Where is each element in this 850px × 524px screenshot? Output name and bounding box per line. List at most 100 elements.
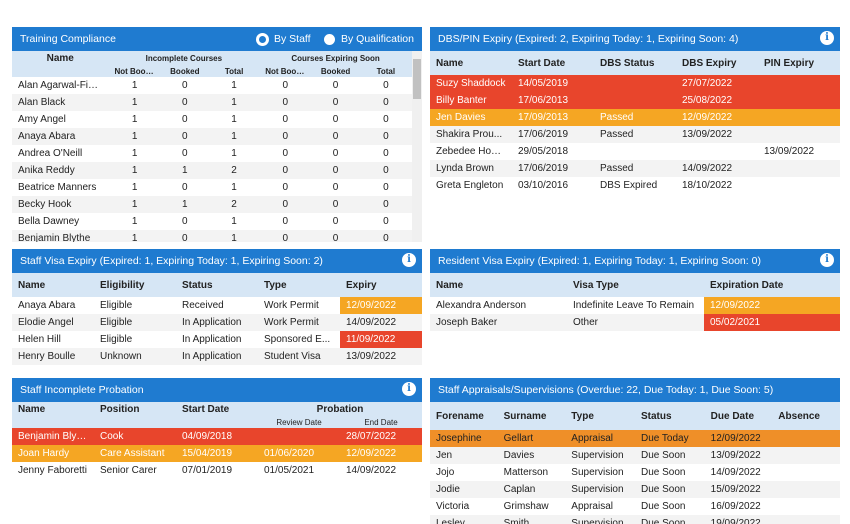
column-header[interactable]: Expiry xyxy=(346,279,377,291)
scrollbar[interactable] xyxy=(412,51,422,242)
panel-title: DBS/PIN Expiry (Expired: 2, Expiring Tod… xyxy=(438,33,739,45)
table-cell: 04/09/2018 xyxy=(182,431,233,442)
column-header[interactable]: DBS Status xyxy=(600,57,655,69)
table-cell xyxy=(772,481,840,498)
column-header[interactable]: Status xyxy=(640,410,672,422)
table-cell: 18/10/2022 xyxy=(682,180,733,191)
column-header[interactable]: Expiration Date xyxy=(710,279,784,291)
table-row[interactable]: Alan Black 1 0 1 0 0 0 xyxy=(12,94,412,111)
table-cell xyxy=(758,92,840,109)
table-cell: Passed xyxy=(600,163,634,174)
column-header[interactable]: Type xyxy=(571,410,594,422)
scrollbar-thumb[interactable] xyxy=(413,59,421,99)
column-header[interactable]: Start Date xyxy=(518,57,566,69)
column-header[interactable]: Visa Type xyxy=(573,279,619,291)
table-cell xyxy=(758,75,840,92)
info-icon[interactable]: i xyxy=(402,253,416,267)
table-row[interactable]: Helen Hill Eligible In Application Sponsore… xyxy=(12,331,422,348)
radio-by-qualification[interactable]: By Qualification xyxy=(324,33,414,45)
column-header[interactable]: Eligibility xyxy=(100,279,145,291)
column-header[interactable]: Absence xyxy=(778,410,820,422)
column-header[interactable]: Surname xyxy=(503,410,547,422)
info-icon[interactable]: i xyxy=(820,31,834,45)
table-row[interactable]: Josephine Gellart Appraisal Due Today 12/09/… xyxy=(430,430,840,447)
training-compliance-header: Training Compliance By Staff By Qualific… xyxy=(12,27,422,51)
table-row[interactable]: Alan Agarwal-Fisher 1 0 1 0 0 0 xyxy=(12,77,412,94)
table-row[interactable]: Jen Davies 17/09/2013 Passed 12/09/2022 xyxy=(430,109,840,126)
info-icon[interactable]: i xyxy=(820,253,834,267)
table-cell: 03/10/2016 xyxy=(518,180,569,191)
column-header[interactable]: Name xyxy=(436,57,464,69)
table-cell: 1 xyxy=(131,148,138,159)
table-cell: Eligible xyxy=(100,334,133,345)
table-row[interactable]: Suzy Shaddock 14/05/2019 27/07/2022 xyxy=(430,75,840,92)
table-row[interactable]: Billy Banter 17/06/2013 25/08/2022 xyxy=(430,92,840,109)
table-row[interactable]: Greta Engleton 03/10/2016 DBS Expired 18/10… xyxy=(430,177,840,194)
column-header[interactable]: Forename xyxy=(436,410,484,422)
table-cell: Cook xyxy=(100,431,124,442)
table-cell: 1 xyxy=(131,199,138,210)
table-row[interactable]: Benjamin Blythe Cook 04/09/2018 28/07/2022 xyxy=(12,428,422,445)
table-row[interactable]: Amy Angel 1 0 1 0 0 0 xyxy=(12,111,412,128)
column-header[interactable]: Name xyxy=(18,279,46,291)
column-header[interactable]: DBS Expiry xyxy=(682,57,737,69)
table-cell: 0 xyxy=(282,97,289,108)
table-row[interactable]: Joseph Baker Other 05/02/2021 xyxy=(430,314,840,331)
table-row[interactable]: Lesley Smith Supervision Due Soon 19/09/2022 xyxy=(430,515,840,524)
column-header[interactable]: Due Date xyxy=(710,410,755,422)
table-row[interactable]: Jojo Matterson Supervision Due Soon 14/09/20… xyxy=(430,464,840,481)
table-cell: 0 xyxy=(332,199,339,210)
table-row[interactable]: Henry Boulle Unknown In Application Student… xyxy=(12,348,422,365)
table-cell xyxy=(772,464,840,481)
table-row[interactable]: Jen Davies Supervision Due Soon 13/09/2022 xyxy=(430,447,840,464)
table-cell: Unknown xyxy=(100,351,142,362)
visa-header: Staff Visa Expiry (Expired: 1, Expiring … xyxy=(12,249,422,273)
column-header[interactable]: Status xyxy=(182,279,213,291)
col-start-date: Start Date xyxy=(182,404,230,415)
table-cell: Student Visa xyxy=(264,351,321,362)
col-probation: Probation xyxy=(316,403,364,415)
table-cell: Amy Angel xyxy=(18,114,66,125)
sub-header: Total xyxy=(376,66,396,76)
table-cell: 1 xyxy=(231,80,237,91)
table-row[interactable]: Joan Hardy Care Assistant 15/04/2019 01/06/… xyxy=(12,445,422,462)
column-header[interactable]: Name xyxy=(436,279,464,291)
appraisals-header: Staff Appraisals/Supervisions (Overdue: … xyxy=(430,378,840,402)
table-row[interactable]: Benjamin Blythe 1 0 1 0 0 0 xyxy=(12,230,412,242)
table-cell: 0 xyxy=(383,131,389,142)
table-row[interactable]: Victoria Grimshaw Appraisal Due Soon 16/09/2… xyxy=(430,498,840,515)
table-cell: Other xyxy=(573,317,599,328)
table-cell: 2 xyxy=(231,165,237,176)
table-row[interactable]: Jenny Faboretti Senior Carer 07/01/2019 01/… xyxy=(12,462,422,479)
info-icon[interactable]: i xyxy=(402,382,416,396)
table-cell: 1 xyxy=(131,114,138,125)
table-row[interactable]: Andrea O'Neill 1 0 1 0 0 0 xyxy=(12,145,412,162)
table-row[interactable]: Beatrice Manners 1 0 1 0 0 0 xyxy=(12,179,412,196)
column-header[interactable]: Type xyxy=(264,279,287,291)
table-row[interactable]: Alexandra Anderson Indefinite Leave To Re… xyxy=(430,297,840,314)
table-cell: 13/09/2022 xyxy=(764,146,815,157)
table-cell xyxy=(594,75,676,92)
radio-by-staff[interactable]: By Staff xyxy=(257,33,311,45)
table-cell: Anika Reddy xyxy=(18,165,75,176)
table-row[interactable]: Anika Reddy 1 1 2 0 0 0 xyxy=(12,162,412,179)
table-row[interactable]: Bella Dawney 1 0 1 0 0 0 xyxy=(12,213,412,230)
table-row[interactable]: Lynda Brown 17/06/2019 Passed 14/09/2022 xyxy=(430,160,840,177)
table-cell: 0 xyxy=(282,216,289,227)
table-cell: Indefinite Leave To Remain xyxy=(573,300,695,311)
table-cell: Billy Banter xyxy=(436,95,487,106)
table-cell: 0 xyxy=(282,148,289,159)
table-cell: 1 xyxy=(131,165,138,176)
column-header[interactable]: PIN Expiry xyxy=(764,57,815,69)
table-row[interactable]: Shakira Prou... 17/06/2019 Passed 13/09/202… xyxy=(430,126,840,143)
sub-end-date: End Date xyxy=(364,417,398,427)
table-row[interactable]: Becky Hook 1 1 2 0 0 0 xyxy=(12,196,412,213)
col-name: Name xyxy=(18,404,46,415)
table-cell: 0 xyxy=(383,114,389,125)
table-row[interactable]: Anaya Abara 1 0 1 0 0 0 xyxy=(12,128,412,145)
table-cell: 14/09/2022 xyxy=(346,317,397,328)
table-row[interactable]: Anaya Abara Eligible Received Work Permit 12… xyxy=(12,297,422,314)
table-row[interactable]: Elodie Angel Eligible In Application Work P… xyxy=(12,314,422,331)
table-row[interactable]: Jodie Caplan Supervision Due Soon 15/09/2022 xyxy=(430,481,840,498)
table-row[interactable]: Zebedee Hogan 29/05/2018 13/09/2022 xyxy=(430,143,840,160)
